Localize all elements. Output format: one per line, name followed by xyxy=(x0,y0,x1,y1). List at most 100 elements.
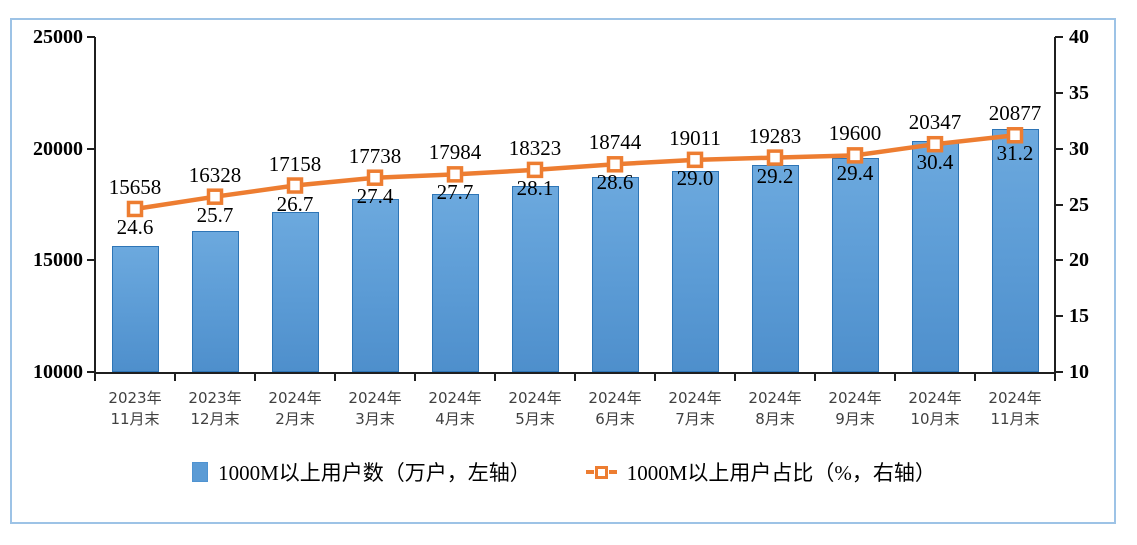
bar-value-label: 20347 xyxy=(908,110,962,135)
line-marker xyxy=(526,161,544,179)
x-axis-tick xyxy=(654,372,656,381)
line-marker xyxy=(846,147,864,164)
x-axis-label: 2024年 4月末 xyxy=(428,389,482,428)
bar xyxy=(431,193,479,372)
bar-value-label: 19600 xyxy=(828,121,882,146)
right-axis-tick xyxy=(1055,91,1063,94)
line-series-marker-icon xyxy=(585,465,617,479)
right-axis-tick xyxy=(1055,371,1063,373)
x-axis-tick xyxy=(334,372,336,381)
bar xyxy=(671,170,719,372)
right-axis-tick xyxy=(1055,203,1063,206)
ratio-value-label: 29.4 xyxy=(836,161,874,186)
ratio-value-label: 28.6 xyxy=(596,170,634,195)
left-axis-tick-label: 10000 xyxy=(33,361,83,383)
left-axis-tick-label: 20000 xyxy=(33,137,83,160)
bar-value-label: 20877 xyxy=(988,101,1042,126)
x-axis-label: 2024年 9月末 xyxy=(828,389,882,428)
ratio-value-label: 26.7 xyxy=(276,191,314,216)
ratio-value-label: 28.1 xyxy=(516,175,554,200)
x-axis-label: 2023年 12月末 xyxy=(188,389,242,428)
bar xyxy=(271,212,319,372)
bar-value-label: 18744 xyxy=(588,130,642,155)
line-marker xyxy=(606,156,624,173)
x-axis-tick xyxy=(894,372,896,381)
line-marker xyxy=(926,135,944,153)
bar xyxy=(351,199,399,372)
x-axis-tick xyxy=(734,372,736,381)
ratio-value-label: 29.0 xyxy=(676,165,714,190)
left-axis-tick xyxy=(87,259,95,262)
line-marker xyxy=(206,188,224,205)
right-axis-tick xyxy=(1055,259,1063,262)
right-axis-tick-label: 15 xyxy=(1069,305,1089,328)
legend-item-bars: 1000M以上用户数（万户，左轴） xyxy=(192,457,531,487)
ratio-value-label: 27.7 xyxy=(436,180,474,205)
bar-value-label: 19011 xyxy=(669,125,721,150)
bar-value-label: 15658 xyxy=(108,174,162,199)
line-series-label: 1000M以上用户占比（%，右轴） xyxy=(626,461,936,485)
legend: 1000M以上用户数（万户，左轴） 1000M以上用户占比（%，右轴） xyxy=(12,452,1116,492)
bar xyxy=(591,176,639,372)
x-axis-tick xyxy=(1054,372,1056,381)
x-axis-label: 2024年 11月末 xyxy=(988,389,1042,428)
bar xyxy=(991,129,1039,372)
bar-series-swatch-icon xyxy=(192,462,209,482)
x-axis-label: 2023年 11月末 xyxy=(108,389,162,428)
ratio-value-label: 24.6 xyxy=(116,214,154,239)
x-axis-label: 2024年 8月末 xyxy=(748,389,802,428)
right-axis-tick-label: 30 xyxy=(1069,137,1089,160)
ratio-value-label: 31.2 xyxy=(996,141,1034,166)
right-axis-tick-label: 10 xyxy=(1069,361,1089,383)
x-axis-tick xyxy=(254,372,256,381)
ratio-value-label: 29.2 xyxy=(756,163,794,188)
right-axis-tick-label: 35 xyxy=(1069,81,1089,104)
right-axis-line xyxy=(1054,37,1056,374)
x-axis-tick xyxy=(814,372,816,381)
left-axis-line xyxy=(94,37,96,374)
right-axis-tick xyxy=(1055,147,1063,150)
line-marker xyxy=(286,177,304,194)
bar xyxy=(511,186,559,372)
right-axis-tick-label: 20 xyxy=(1069,249,1089,272)
x-axis-label: 2024年 7月末 xyxy=(668,389,722,428)
x-axis-tick xyxy=(574,372,576,381)
x-axis-label: 2024年 10月末 xyxy=(908,389,962,428)
bar-value-label: 17158 xyxy=(268,151,322,176)
bar-value-label: 18323 xyxy=(508,135,562,160)
bar-value-label: 17984 xyxy=(428,140,482,165)
line-marker xyxy=(446,166,464,183)
left-axis-tick xyxy=(87,147,95,150)
bar xyxy=(911,140,959,372)
x-axis-tick xyxy=(494,372,496,381)
right-axis-tick-label: 40 xyxy=(1069,26,1089,48)
bar-value-label: 16328 xyxy=(188,162,242,187)
bar xyxy=(111,245,159,372)
ratio-value-label: 25.7 xyxy=(196,202,234,227)
line-marker xyxy=(766,149,784,166)
x-axis-tick xyxy=(974,372,976,381)
line-marker xyxy=(126,200,144,218)
ratio-value-label: 27.4 xyxy=(356,183,394,208)
x-axis-label: 2024年 3月末 xyxy=(348,389,402,428)
right-axis-tick xyxy=(1055,36,1063,38)
left-axis-tick-label: 15000 xyxy=(33,249,83,272)
bar xyxy=(831,157,879,372)
bar-value-label: 19283 xyxy=(748,123,802,148)
line-marker xyxy=(1006,127,1024,144)
line-marker xyxy=(366,169,384,186)
bar-series-label: 1000M以上用户数（万户，左轴） xyxy=(218,461,531,485)
right-axis-tick xyxy=(1055,315,1063,318)
x-axis-label: 2024年 6月末 xyxy=(588,389,642,428)
legend-item-line: 1000M以上用户占比（%，右轴） xyxy=(585,457,936,487)
x-axis-label: 2024年 2月末 xyxy=(268,389,322,428)
bar xyxy=(191,230,239,372)
left-axis-tick-label: 25000 xyxy=(33,26,83,48)
ratio-line xyxy=(134,133,1016,212)
right-axis-tick-label: 25 xyxy=(1069,193,1089,216)
left-axis-tick xyxy=(87,371,95,373)
x-axis-tick xyxy=(94,372,96,381)
x-axis-tick xyxy=(414,372,416,381)
